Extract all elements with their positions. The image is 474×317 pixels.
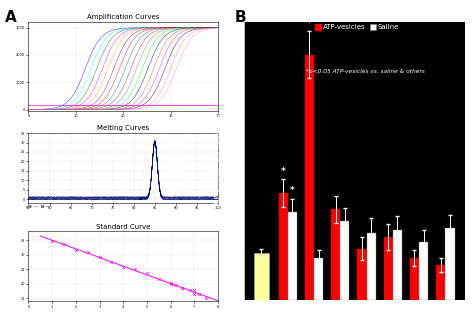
Text: A: A xyxy=(5,10,17,24)
Point xyxy=(72,248,80,253)
Bar xyxy=(331,210,340,300)
Text: ■ ──  ■ ──: ■ ── ■ ── xyxy=(28,204,51,209)
Point xyxy=(143,271,151,276)
Point xyxy=(84,250,91,255)
Title: Amplification Curves: Amplification Curves xyxy=(87,14,159,20)
Point xyxy=(108,259,115,264)
Point xyxy=(179,286,186,291)
Point xyxy=(167,281,174,286)
Bar xyxy=(436,265,445,300)
Bar xyxy=(445,228,455,300)
Text: *p<0.05 ATP-vesicles vs. saline & others: *p<0.05 ATP-vesicles vs. saline & others xyxy=(306,69,425,74)
Point xyxy=(131,267,139,272)
Bar xyxy=(340,221,349,300)
Point xyxy=(191,288,198,293)
Title: Standard Curve: Standard Curve xyxy=(96,223,150,230)
Bar xyxy=(419,242,428,300)
Text: B: B xyxy=(235,10,246,24)
Legend: ATP-vesicles, Saline: ATP-vesicles, Saline xyxy=(314,23,401,32)
Y-axis label: TNF-α mRNA EXPRESSEION
(Fold increase): TNF-α mRNA EXPRESSEION (Fold increase) xyxy=(215,113,229,208)
Point xyxy=(195,292,203,297)
Bar xyxy=(366,233,376,300)
Title: Melting Curves: Melting Curves xyxy=(97,125,149,131)
Point xyxy=(179,286,186,291)
Bar xyxy=(305,55,314,300)
Bar xyxy=(357,249,366,300)
Text: *: * xyxy=(307,19,312,28)
Bar xyxy=(393,230,402,300)
Point xyxy=(167,281,174,286)
Point xyxy=(172,282,179,288)
Bar xyxy=(314,258,323,300)
Point xyxy=(96,254,103,259)
Bar xyxy=(279,193,288,300)
Bar xyxy=(288,212,297,300)
Point xyxy=(155,277,163,282)
Point xyxy=(119,265,127,270)
Text: *: * xyxy=(281,167,285,176)
Point xyxy=(60,242,68,247)
Bar xyxy=(410,258,419,300)
Point xyxy=(48,239,56,244)
Point xyxy=(202,295,210,300)
Bar xyxy=(383,237,393,300)
Text: *: * xyxy=(290,186,295,195)
Bar xyxy=(254,253,269,300)
Point xyxy=(186,288,193,293)
Point xyxy=(191,291,198,296)
